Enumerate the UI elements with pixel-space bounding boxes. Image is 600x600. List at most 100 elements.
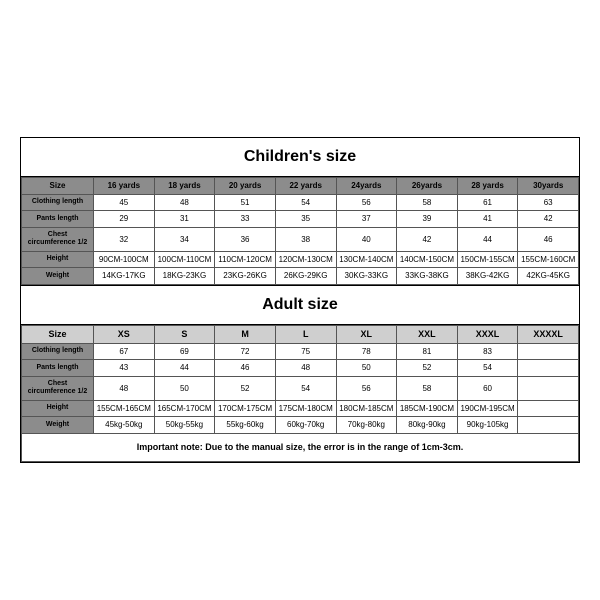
cell: 46 (215, 360, 276, 377)
table-row: Chest circumference 1/2 48 50 52 54 56 5… (22, 376, 579, 400)
row-label: Pants length (22, 211, 94, 228)
cell: 52 (397, 360, 458, 377)
cell: 83 (457, 343, 518, 360)
children-title: Children's size (21, 138, 579, 177)
table-row: Weight 45kg-50kg 50kg-55kg 55kg-60kg 60k… (22, 417, 579, 434)
cell: 37 (336, 211, 397, 228)
cell: 60 (457, 376, 518, 400)
cell: 48 (154, 194, 215, 211)
cell: 42KG-45KG (518, 268, 579, 285)
children-table: Size 16 yards 18 yards 20 yards 22 yards… (21, 177, 579, 285)
cell: 70kg-80kg (336, 417, 397, 434)
cell: 120CM-130CM (275, 251, 336, 268)
adult-header: XXXL (457, 326, 518, 344)
note-row: Important note: Due to the manual size, … (22, 433, 579, 461)
adult-table: Size XS S M L XL XXL XXXL XXXXL Clothing… (21, 325, 579, 462)
cell: 42 (518, 211, 579, 228)
row-label: Height (22, 400, 94, 417)
size-chart: Children's size Size 16 yards 18 yards 2… (20, 137, 580, 463)
adult-header: XXL (397, 326, 458, 344)
cell: 54 (457, 360, 518, 377)
cell: 32 (94, 228, 155, 252)
row-label: Height (22, 251, 94, 268)
adult-title: Adult size (21, 285, 579, 325)
cell: 100CM-110CM (154, 251, 215, 268)
cell: 23KG-26KG (215, 268, 276, 285)
cell: 38 (275, 228, 336, 252)
row-label: Clothing length (22, 194, 94, 211)
adult-header-row: Size XS S M L XL XXL XXXL XXXXL (22, 326, 579, 344)
cell: 54 (275, 194, 336, 211)
cell: 67 (94, 343, 155, 360)
cell: 165CM-170CM (154, 400, 215, 417)
row-label: Weight (22, 268, 94, 285)
cell: 36 (215, 228, 276, 252)
cell (518, 360, 579, 377)
table-row: Height 155CM-165CM 165CM-170CM 170CM-175… (22, 400, 579, 417)
cell: 72 (215, 343, 276, 360)
cell: 39 (397, 211, 458, 228)
adult-header: XS (94, 326, 155, 344)
children-size-label: Size (22, 178, 94, 195)
cell: 175CM-180CM (275, 400, 336, 417)
cell: 185CM-190CM (397, 400, 458, 417)
table-row: Height 90CM-100CM 100CM-110CM 110CM-120C… (22, 251, 579, 268)
row-label: Clothing length (22, 343, 94, 360)
adult-header: XL (336, 326, 397, 344)
cell: 34 (154, 228, 215, 252)
cell: 43 (94, 360, 155, 377)
cell: 35 (275, 211, 336, 228)
children-header: 28 yards (457, 178, 518, 195)
cell: 155CM-160CM (518, 251, 579, 268)
cell: 45 (94, 194, 155, 211)
important-note: Important note: Due to the manual size, … (22, 433, 579, 461)
cell: 44 (457, 228, 518, 252)
cell: 58 (397, 194, 458, 211)
children-header: 26yards (397, 178, 458, 195)
table-row: Clothing length 45 48 51 54 56 58 61 63 (22, 194, 579, 211)
cell: 90kg-105kg (457, 417, 518, 434)
adult-header: S (154, 326, 215, 344)
row-label: Weight (22, 417, 94, 434)
cell: 60kg-70kg (275, 417, 336, 434)
cell: 155CM-165CM (94, 400, 155, 417)
cell: 78 (336, 343, 397, 360)
cell: 55kg-60kg (215, 417, 276, 434)
cell: 170CM-175CM (215, 400, 276, 417)
cell: 180CM-185CM (336, 400, 397, 417)
children-header: 22 yards (275, 178, 336, 195)
cell: 48 (94, 376, 155, 400)
cell: 69 (154, 343, 215, 360)
cell: 31 (154, 211, 215, 228)
table-row: Pants length 43 44 46 48 50 52 54 (22, 360, 579, 377)
cell: 61 (457, 194, 518, 211)
children-header: 16 yards (94, 178, 155, 195)
cell (518, 376, 579, 400)
cell: 46 (518, 228, 579, 252)
cell: 90CM-100CM (94, 251, 155, 268)
cell: 48 (275, 360, 336, 377)
cell: 75 (275, 343, 336, 360)
children-header-row: Size 16 yards 18 yards 20 yards 22 yards… (22, 178, 579, 195)
cell: 33 (215, 211, 276, 228)
cell: 44 (154, 360, 215, 377)
cell: 81 (397, 343, 458, 360)
children-header: 18 yards (154, 178, 215, 195)
cell: 30KG-33KG (336, 268, 397, 285)
table-row: Clothing length 67 69 72 75 78 81 83 (22, 343, 579, 360)
children-header: 30yards (518, 178, 579, 195)
cell: 38KG-42KG (457, 268, 518, 285)
cell: 80kg-90kg (397, 417, 458, 434)
cell: 190CM-195CM (457, 400, 518, 417)
cell: 58 (397, 376, 458, 400)
cell: 18KG-23KG (154, 268, 215, 285)
cell: 40 (336, 228, 397, 252)
table-row: Pants length 29 31 33 35 37 39 41 42 (22, 211, 579, 228)
row-label: Chest circumference 1/2 (22, 228, 94, 252)
children-header: 20 yards (215, 178, 276, 195)
cell (518, 400, 579, 417)
cell: 42 (397, 228, 458, 252)
cell: 29 (94, 211, 155, 228)
cell: 52 (215, 376, 276, 400)
row-label: Chest circumference 1/2 (22, 376, 94, 400)
